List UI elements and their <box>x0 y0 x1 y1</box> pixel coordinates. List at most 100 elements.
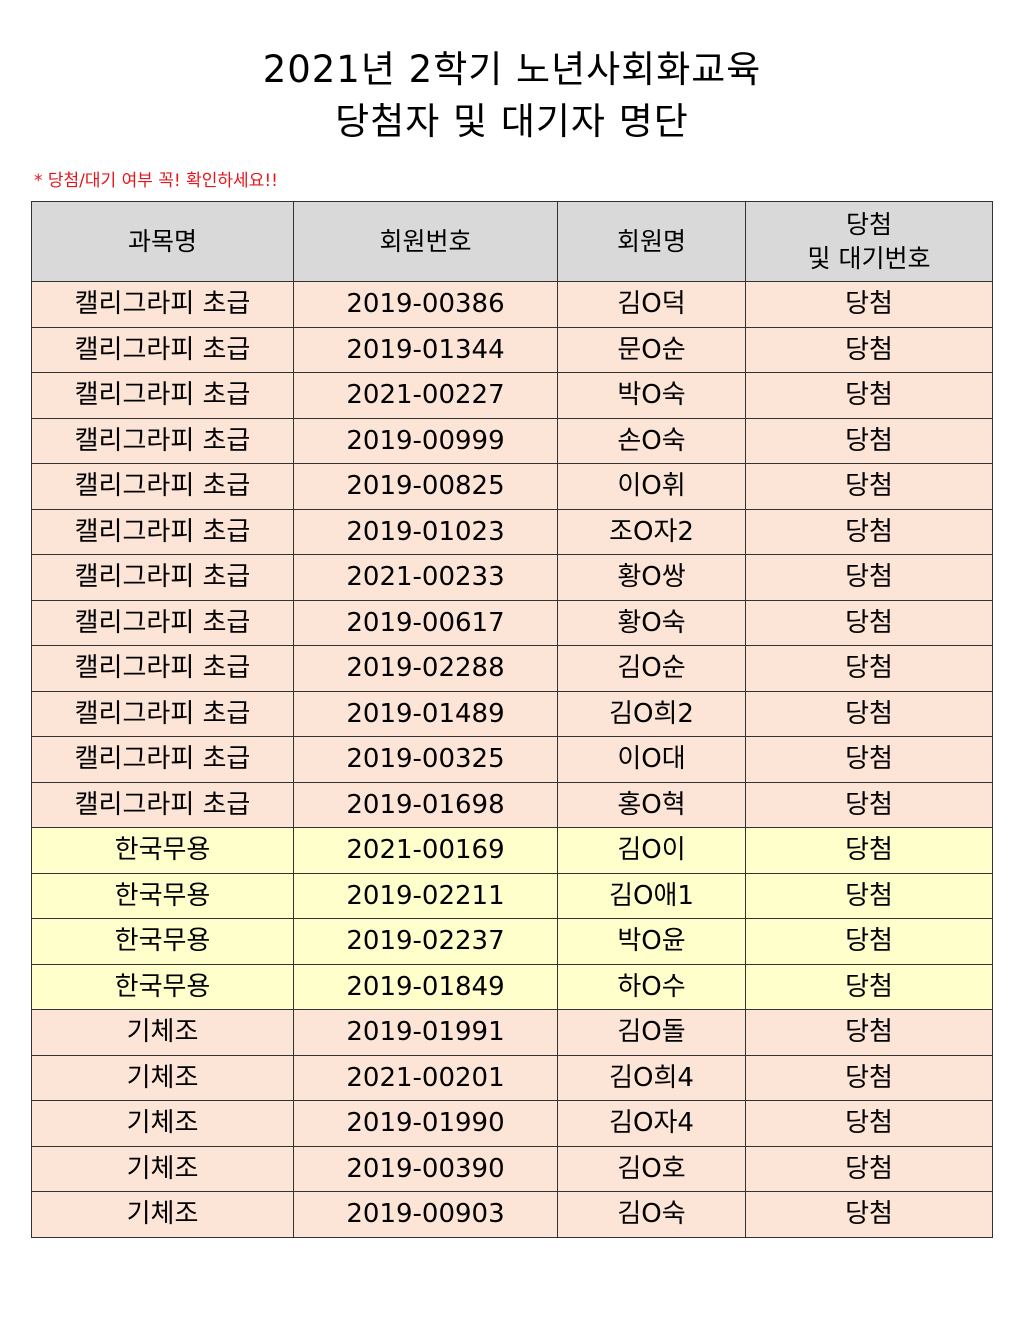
cell-course: 캘리그라피 초급 <box>31 736 294 783</box>
cell-member-no: 2019-01990 <box>293 1100 558 1147</box>
cell-member-no: 2019-00617 <box>293 599 558 646</box>
cell-member-name: 손O숙 <box>557 417 746 464</box>
cell-status: 당첨 <box>745 1145 993 1192</box>
cell-status: 당첨 <box>745 281 993 328</box>
table-row: 캘리그라피 초급 2019-00825 이O휘 당첨 <box>31 463 993 510</box>
cell-course: 기체조 <box>31 1009 294 1056</box>
header-member-no: 회원번호 <box>293 201 558 282</box>
header-status: 당첨 및 대기번호 <box>745 201 993 282</box>
table-row: 기체조 2021-00201 김O희4 당첨 <box>31 1054 993 1101</box>
cell-member-no: 2019-01849 <box>293 963 558 1010</box>
cell-member-name: 김O애1 <box>557 872 746 919</box>
table-row: 캘리그라피 초급 2021-00233 황O쌍 당첨 <box>31 554 993 601</box>
cell-course: 한국무용 <box>31 872 294 919</box>
cell-status: 당첨 <box>745 372 993 419</box>
cell-course: 캘리그라피 초급 <box>31 326 294 373</box>
table-row: 기체조 2019-01990 김O자4 당첨 <box>31 1100 993 1147</box>
table-row: 캘리그라피 초급 2019-00325 이O대 당첨 <box>31 736 993 783</box>
cell-member-name: 황O숙 <box>557 599 746 646</box>
cell-member-name: 홍O혁 <box>557 781 746 828</box>
table-row: 캘리그라피 초급 2019-01698 홍O혁 당첨 <box>31 781 993 828</box>
cell-member-no: 2019-01344 <box>293 326 558 373</box>
table-row: 캘리그라피 초급 2019-00386 김O덕 당첨 <box>31 281 993 328</box>
cell-status: 당첨 <box>745 963 993 1010</box>
cell-course: 캘리그라피 초급 <box>31 781 294 828</box>
header-status-line2: 및 대기번호 <box>807 243 931 273</box>
cell-course: 캘리그라피 초급 <box>31 463 294 510</box>
cell-status: 당첨 <box>745 781 993 828</box>
cell-status: 당첨 <box>745 918 993 965</box>
cell-member-no: 2019-00390 <box>293 1145 558 1192</box>
cell-course: 캘리그라피 초급 <box>31 690 294 737</box>
cell-member-no: 2021-00227 <box>293 372 558 419</box>
cell-member-no: 2019-00903 <box>293 1191 558 1238</box>
table-row: 캘리그라피 초급 2019-01344 문O순 당첨 <box>31 326 993 373</box>
table-row: 캘리그라피 초급 2019-01023 조O자2 당첨 <box>31 508 993 555</box>
roster-table: 과목명 회원번호 회원명 당첨 및 대기번호 캘리그라피 초급 2019-0038… <box>31 201 993 1238</box>
cell-member-name: 김O순 <box>557 645 746 692</box>
cell-member-name: 김O숙 <box>557 1191 746 1238</box>
cell-status: 당첨 <box>745 1054 993 1101</box>
cell-course: 한국무용 <box>31 963 294 1010</box>
cell-member-name: 문O순 <box>557 326 746 373</box>
cell-status: 당첨 <box>745 554 993 601</box>
cell-member-no: 2021-00201 <box>293 1054 558 1101</box>
cell-status: 당첨 <box>745 736 993 783</box>
cell-member-name: 김O이 <box>557 827 746 874</box>
header-row: 과목명 회원번호 회원명 당첨 및 대기번호 <box>31 201 993 282</box>
cell-member-name: 김O자4 <box>557 1100 746 1147</box>
cell-member-no: 2021-00169 <box>293 827 558 874</box>
table-body: 캘리그라피 초급 2019-00386 김O덕 당첨 캘리그라피 초급 2019-0134… <box>31 281 993 1238</box>
cell-status: 당첨 <box>745 690 993 737</box>
cell-course: 기체조 <box>31 1100 294 1147</box>
cell-member-name: 하O수 <box>557 963 746 1010</box>
cell-status: 당첨 <box>745 417 993 464</box>
cell-member-name: 황O쌍 <box>557 554 746 601</box>
cell-course: 캘리그라피 초급 <box>31 554 294 601</box>
cell-member-name: 이O대 <box>557 736 746 783</box>
cell-member-no: 2019-00825 <box>293 463 558 510</box>
cell-member-no: 2019-02288 <box>293 645 558 692</box>
cell-status: 당첨 <box>745 1100 993 1147</box>
cell-member-no: 2019-01698 <box>293 781 558 828</box>
cell-course: 캘리그라피 초급 <box>31 372 294 419</box>
table-header: 과목명 회원번호 회원명 당첨 및 대기번호 <box>31 201 993 282</box>
cell-status: 당첨 <box>745 463 993 510</box>
table-row: 기체조 2019-00390 김O호 당첨 <box>31 1145 993 1192</box>
cell-course: 캘리그라피 초급 <box>31 508 294 555</box>
table-row: 한국무용 2019-02237 박O윤 당첨 <box>31 918 993 965</box>
table-row: 캘리그라피 초급 2019-01489 김O희2 당첨 <box>31 690 993 737</box>
cell-course: 기체조 <box>31 1145 294 1192</box>
cell-member-no: 2021-00233 <box>293 554 558 601</box>
cell-member-no: 2019-01023 <box>293 508 558 555</box>
cell-status: 당첨 <box>745 326 993 373</box>
cell-status: 당첨 <box>745 827 993 874</box>
cell-course: 캘리그라피 초급 <box>31 281 294 328</box>
cell-status: 당첨 <box>745 599 993 646</box>
cell-course: 한국무용 <box>31 827 294 874</box>
table-row: 기체조 2019-01991 김O돌 당첨 <box>31 1009 993 1056</box>
cell-member-name: 김O돌 <box>557 1009 746 1056</box>
cell-course: 캘리그라피 초급 <box>31 645 294 692</box>
cell-member-name: 박O숙 <box>557 372 746 419</box>
cell-status: 당첨 <box>745 1191 993 1238</box>
cell-member-name: 박O윤 <box>557 918 746 965</box>
header-status-line1: 당첨 <box>845 209 892 239</box>
table-row: 캘리그라피 초급 2019-00999 손O숙 당첨 <box>31 417 993 464</box>
table-row: 캘리그라피 초급 2019-02288 김O순 당첨 <box>31 645 993 692</box>
cell-member-name: 김O희4 <box>557 1054 746 1101</box>
cell-member-no: 2019-00325 <box>293 736 558 783</box>
table-row: 한국무용 2019-02211 김O애1 당첨 <box>31 872 993 919</box>
cell-member-no: 2019-01489 <box>293 690 558 737</box>
cell-course: 기체조 <box>31 1191 294 1238</box>
document-title-line2: 당첨자 및 대기자 명단 <box>335 100 689 143</box>
cell-course: 캘리그라피 초급 <box>31 417 294 464</box>
cell-member-no: 2019-00386 <box>293 281 558 328</box>
cell-status: 당첨 <box>745 1009 993 1056</box>
table-row: 캘리그라피 초급 2019-00617 황O숙 당첨 <box>31 599 993 646</box>
document-title-line1: 2021년 2학기 노년사회화교육 <box>262 48 762 91</box>
cell-member-no: 2019-00999 <box>293 417 558 464</box>
cell-member-name: 이O휘 <box>557 463 746 510</box>
cell-course: 기체조 <box>31 1054 294 1101</box>
cell-member-name: 김O희2 <box>557 690 746 737</box>
